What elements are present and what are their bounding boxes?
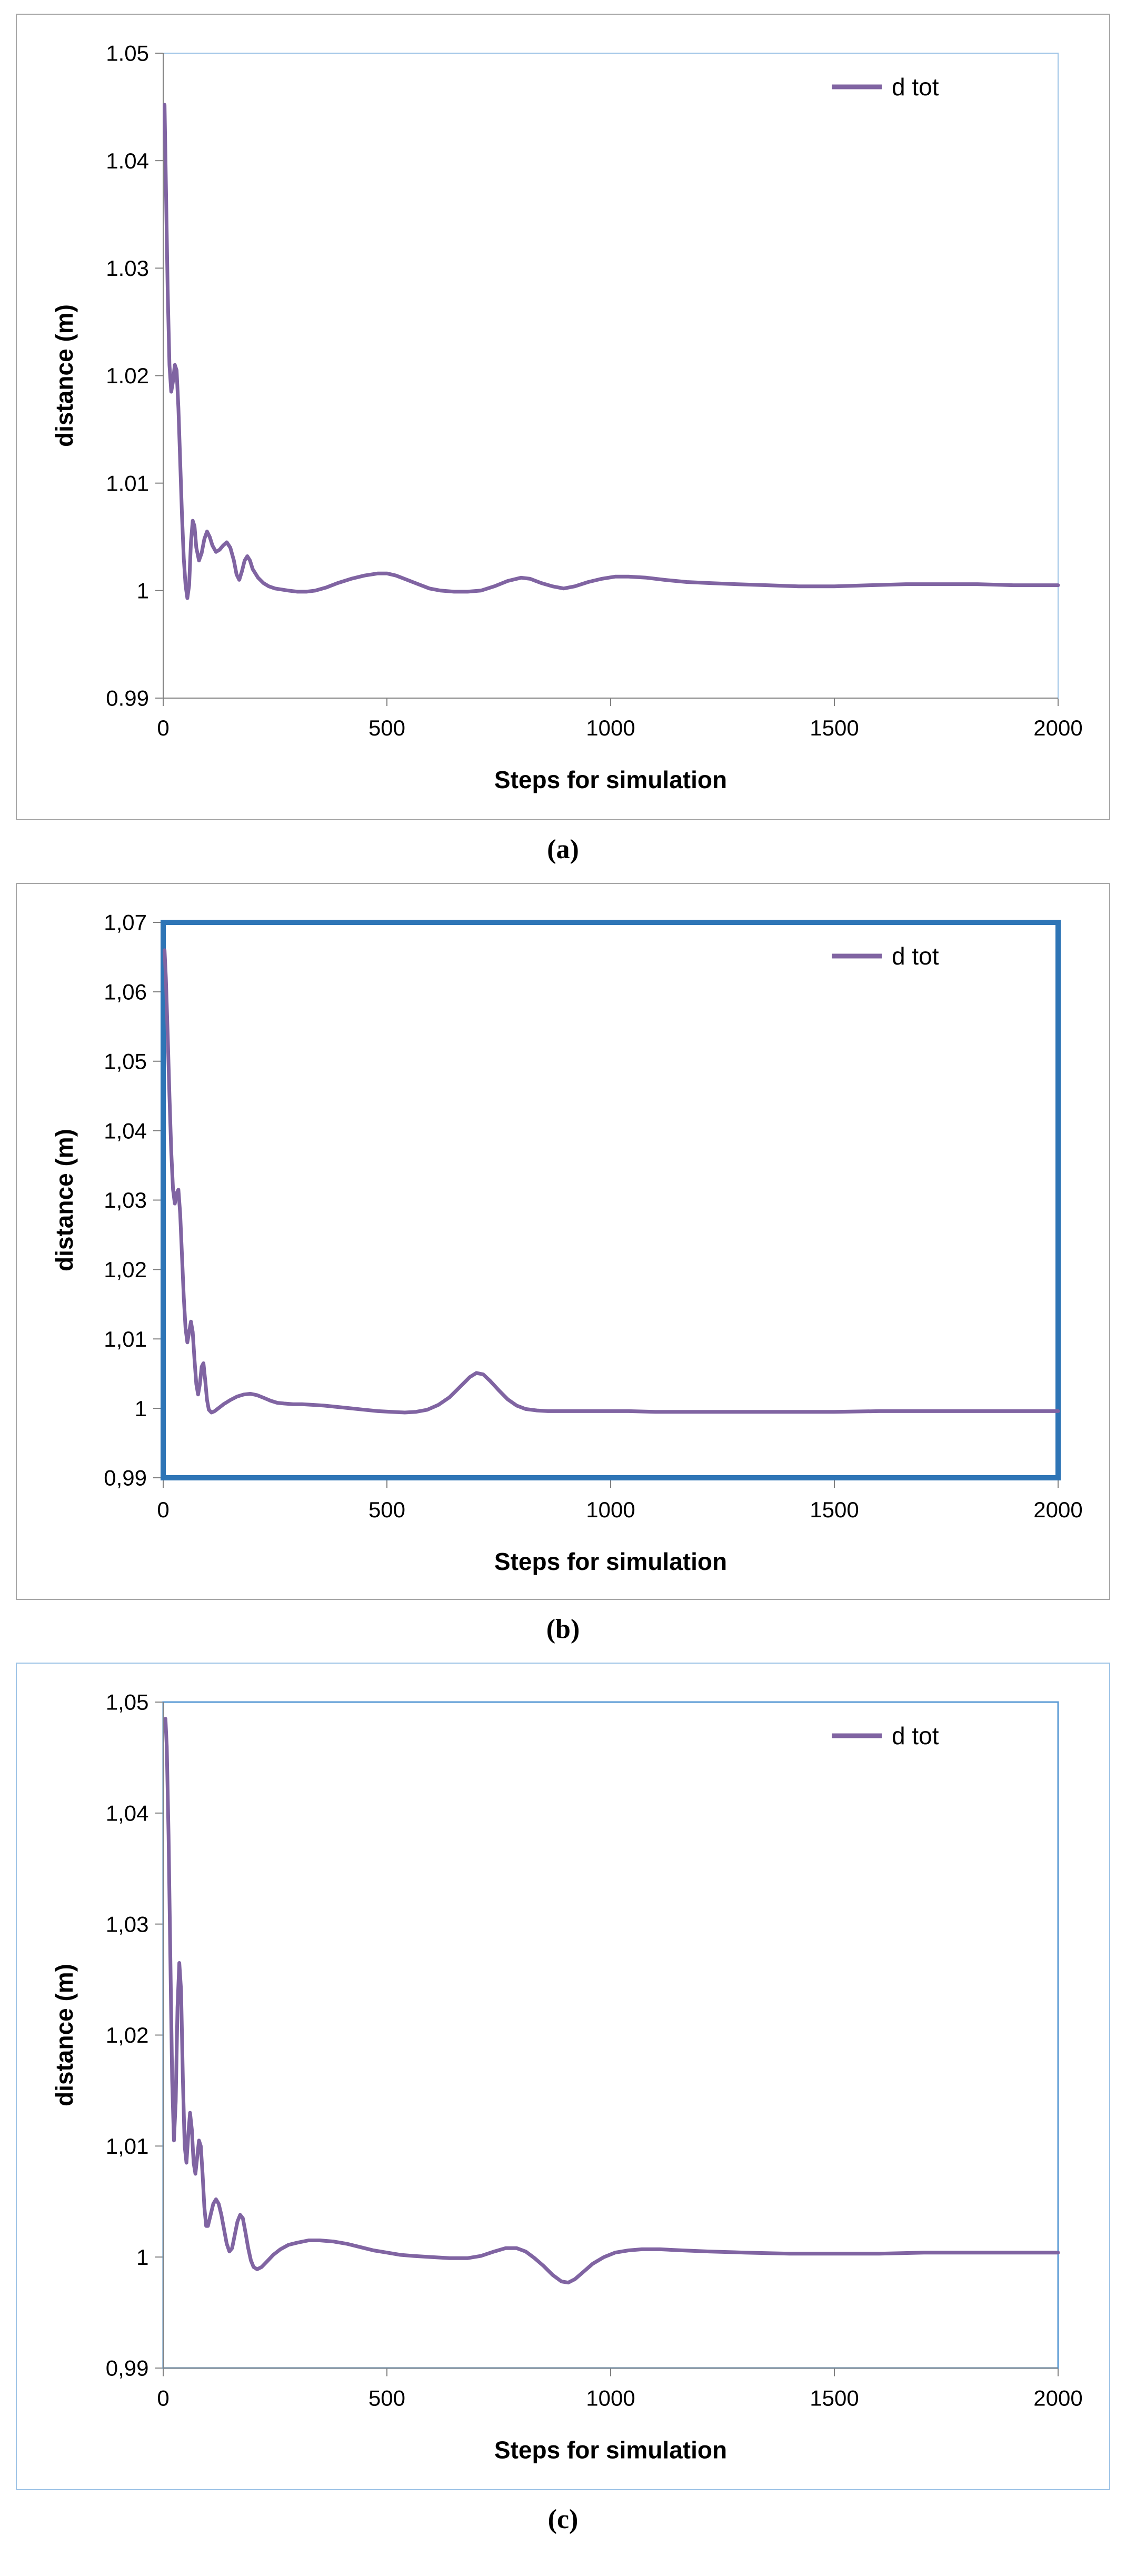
x-tick-label: 0 [157,715,169,740]
chart-panel-b: 0,99 1 1,01 1,02 1,03 1,04 1,05 1,06 1,07 0 500 100… [16,883,1110,1600]
y-tick-label: 1,05 [104,1049,147,1073]
legend-label: d tot [892,73,939,101]
plot-border [162,1701,1059,2369]
x-tick-label: 2000 [1033,1497,1082,1522]
chart-panel-c: 0,99 1 1,01 1,02 1,03 1,04 1,05 0 500 1000 1500 200… [16,1663,1110,2490]
x-axis: 0 500 1000 1500 2000 [157,699,1082,740]
x-tick-label: 2000 [1033,715,1082,740]
y-tick-label: 1,05 [105,1690,148,1715]
x-tick-label: 500 [368,1497,405,1522]
panel-caption-b: (b) [546,1614,580,1644]
x-tick-label: 0 [157,1497,169,1522]
y-axis-title: distance (m) [51,1964,78,2106]
y-tick-label: 1.03 [106,256,149,281]
y-tick-label: 1.05 [106,41,149,66]
y-tick-label: 1,04 [104,1118,147,1143]
y-axis: 0,99 1 1,01 1,02 1,03 1,04 1,05 1,06 1,07 [104,910,161,1490]
line-chart-c: 0,99 1 1,01 1,02 1,03 1,04 1,05 0 500 1000 1500 200… [51,1690,1083,2464]
y-axis: 0.99 1 1.01 1.02 1.03 1.04 1.05 [106,41,163,711]
chart-panel-a: 0.99 1 1.01 1.02 1.03 1.04 1.05 0 500 1000 1500 200… [16,14,1110,820]
legend: d tot [831,73,939,101]
x-tick-label: 500 [368,2386,405,2411]
y-tick-label: 1,02 [105,2023,148,2047]
x-tick-label: 1000 [586,2386,635,2411]
x-axis: 0 500 1000 1500 2000 [157,2369,1082,2411]
x-tick-label: 1000 [586,1497,635,1522]
panel-caption-a: (a) [547,834,579,864]
plot-border [162,53,1059,699]
y-axis: 0,99 1 1,01 1,02 1,03 1,04 1,05 [105,1690,162,2381]
x-axis-title: Steps for simulation [494,1548,726,1575]
line-chart-b: 0,99 1 1,01 1,02 1,03 1,04 1,05 1,06 1,07 0 500 100… [51,910,1083,1575]
x-tick-label: 0 [157,2386,169,2411]
x-axis-title: Steps for simulation [494,766,726,793]
legend: d tot [831,1722,939,1749]
y-tick-label: 1,01 [104,1327,147,1351]
x-tick-label: 1500 [810,1497,859,1522]
y-tick-label: 1.01 [106,471,149,495]
y-tick-label: 1,06 [104,980,147,1004]
y-tick-label: 1.04 [106,148,149,173]
series-line [163,1717,1060,2285]
y-tick-label: 0.99 [106,686,149,711]
y-axis-title: distance (m) [51,1129,78,1271]
y-tick-label: 1,04 [105,1801,148,1826]
legend-label: d tot [892,942,939,970]
series-line [162,948,1060,1415]
x-tick-label: 1000 [586,715,635,740]
y-axis-title: distance (m) [51,304,78,447]
legend-label: d tot [892,1722,939,1749]
x-tick-label: 2000 [1033,2386,1082,2411]
x-axis: 0 500 1000 1500 2000 [157,1480,1082,1522]
x-tick-label: 1500 [810,2386,859,2411]
line-chart-a: 0.99 1 1.01 1.02 1.03 1.04 1.05 0 500 1000 1500 200… [51,41,1083,793]
legend: d tot [831,942,939,970]
y-tick-label: 1,01 [105,2134,148,2159]
x-tick-label: 1500 [810,715,859,740]
y-tick-label: 1,02 [104,1257,147,1282]
y-tick-label: 1,03 [104,1188,147,1212]
x-axis-title: Steps for simulation [494,2436,726,2464]
series-line [162,103,1060,600]
y-tick-label: 1 [134,1396,146,1421]
y-tick-label: 1 [136,2245,148,2270]
y-tick-label: 1,07 [104,910,147,935]
y-tick-label: 1 [136,579,148,603]
plot-border [160,920,1061,1480]
y-tick-label: 0,99 [105,2356,148,2381]
y-tick-label: 0,99 [104,1466,147,1490]
x-tick-label: 500 [368,715,405,740]
panel-caption-c: (c) [547,2504,579,2534]
y-tick-label: 1,03 [105,1912,148,1936]
y-tick-label: 1.02 [106,363,149,388]
